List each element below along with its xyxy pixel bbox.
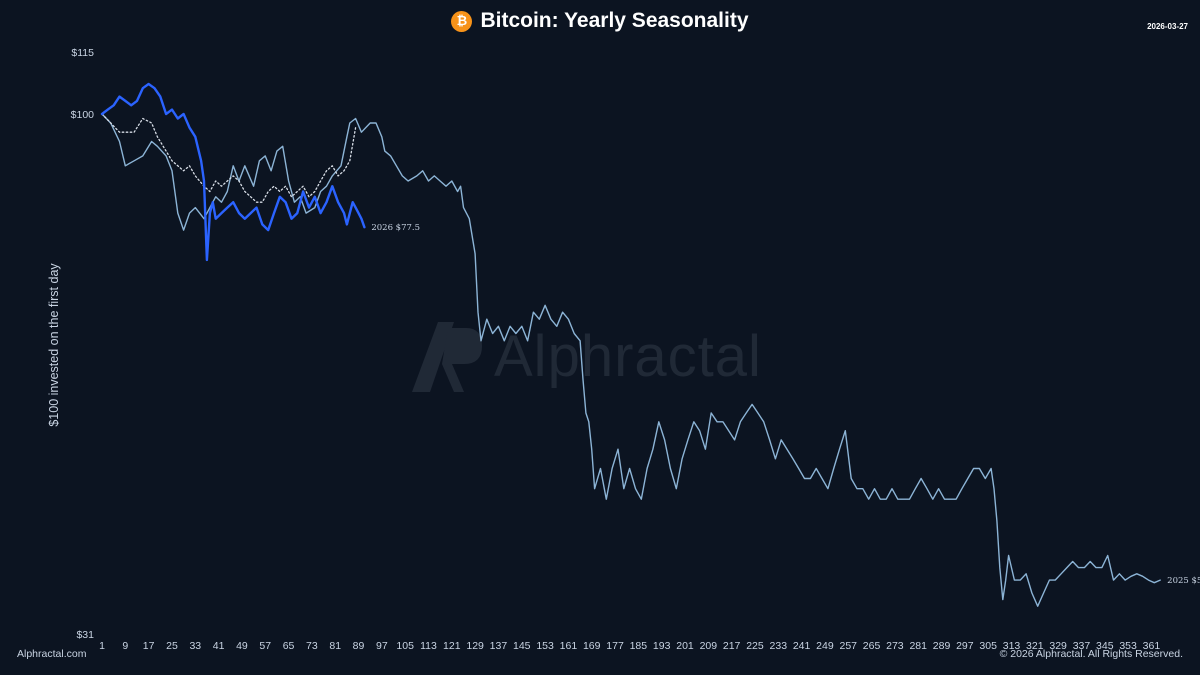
- x-tick-label: 121: [443, 640, 461, 652]
- x-tick-label: 81: [329, 640, 341, 652]
- x-tick-label: 345: [1096, 640, 1114, 652]
- x-tick-label: 313: [1003, 640, 1021, 652]
- x-tick-label: 89: [353, 640, 365, 652]
- x-tick-label: 1: [99, 640, 105, 652]
- y-tick-label: $31: [76, 629, 94, 641]
- x-tick-label: 57: [259, 640, 271, 652]
- chart-title: ₿ Bitcoin: Yearly Seasonality: [0, 9, 1200, 33]
- x-tick-label: 73: [306, 640, 318, 652]
- x-tick-label: 289: [933, 640, 951, 652]
- date-stamp: 2026-03-27: [1147, 22, 1188, 31]
- x-tick-label: 209: [700, 640, 718, 652]
- title-text: Bitcoin: Yearly Seasonality: [480, 9, 749, 32]
- series-line-average: [101, 113, 357, 203]
- x-tick-label: 329: [1049, 640, 1067, 652]
- x-tick-label: 65: [283, 640, 295, 652]
- x-tick-label: 297: [956, 640, 974, 652]
- x-tick-label: 105: [396, 640, 414, 652]
- x-tick-label: 361: [1143, 640, 1161, 652]
- x-tick-label: 321: [1026, 640, 1044, 652]
- y-tick-label: $115: [71, 47, 94, 59]
- x-tick-label: 177: [606, 640, 624, 652]
- x-tick-label: 137: [490, 640, 508, 652]
- footer-copyright: © 2026 Alphractal. All Rights Reserved.: [999, 648, 1183, 660]
- x-tick-label: 113: [420, 640, 437, 652]
- series-end-label-2026: 2026 $77.5: [371, 223, 420, 233]
- x-tick-label: 129: [466, 640, 484, 652]
- x-tick-label: 153: [536, 640, 554, 652]
- x-tick-label: 305: [979, 640, 997, 652]
- series-end-labels: 2025 $54 2026 $77.5: [371, 223, 1200, 586]
- x-tick-label: 41: [213, 640, 225, 652]
- x-tick-label: 49: [236, 640, 248, 652]
- series-line-2026: [100, 82, 366, 262]
- x-tick-label: 257: [839, 640, 857, 652]
- footer-site: Alphractal.com: [17, 648, 87, 660]
- series-layer: [100, 82, 1161, 607]
- x-tick-label: 337: [1073, 640, 1091, 652]
- x-tick-label: 265: [863, 640, 881, 652]
- x-tick-label: 169: [583, 640, 601, 652]
- x-axis: 1 9 17 25 33 41 49 57 65 73 81 89 97 105 113 121 129 137 1…: [99, 640, 1160, 652]
- x-tick-label: 33: [189, 640, 201, 652]
- x-tick-label: 233: [770, 640, 788, 652]
- x-tick-label: 225: [746, 640, 764, 652]
- x-tick-label: 217: [723, 640, 741, 652]
- x-tick-label: 201: [676, 640, 694, 652]
- x-tick-label: 281: [909, 640, 927, 652]
- x-tick-label: 249: [816, 640, 834, 652]
- y-axis: $31 $100 $115: [71, 47, 95, 641]
- x-tick-label: 145: [513, 640, 531, 652]
- series-line-2025: [101, 113, 1161, 607]
- x-tick-label: 241: [793, 640, 811, 652]
- x-tick-label: 17: [143, 640, 155, 652]
- x-tick-label: 161: [560, 640, 578, 652]
- bitcoin-icon: ₿: [451, 10, 473, 32]
- series-end-label-2025: 2025 $54: [1167, 576, 1200, 586]
- x-tick-label: 9: [122, 640, 128, 652]
- x-tick-label: 25: [166, 640, 178, 652]
- x-tick-label: 97: [376, 640, 388, 652]
- y-axis-label: $100 invested on the first day: [47, 263, 61, 427]
- y-tick-label: $100: [71, 109, 95, 121]
- x-tick-label: 353: [1119, 640, 1137, 652]
- x-tick-label: 273: [886, 640, 904, 652]
- x-tick-label: 193: [653, 640, 671, 652]
- x-tick-label: 185: [630, 640, 648, 652]
